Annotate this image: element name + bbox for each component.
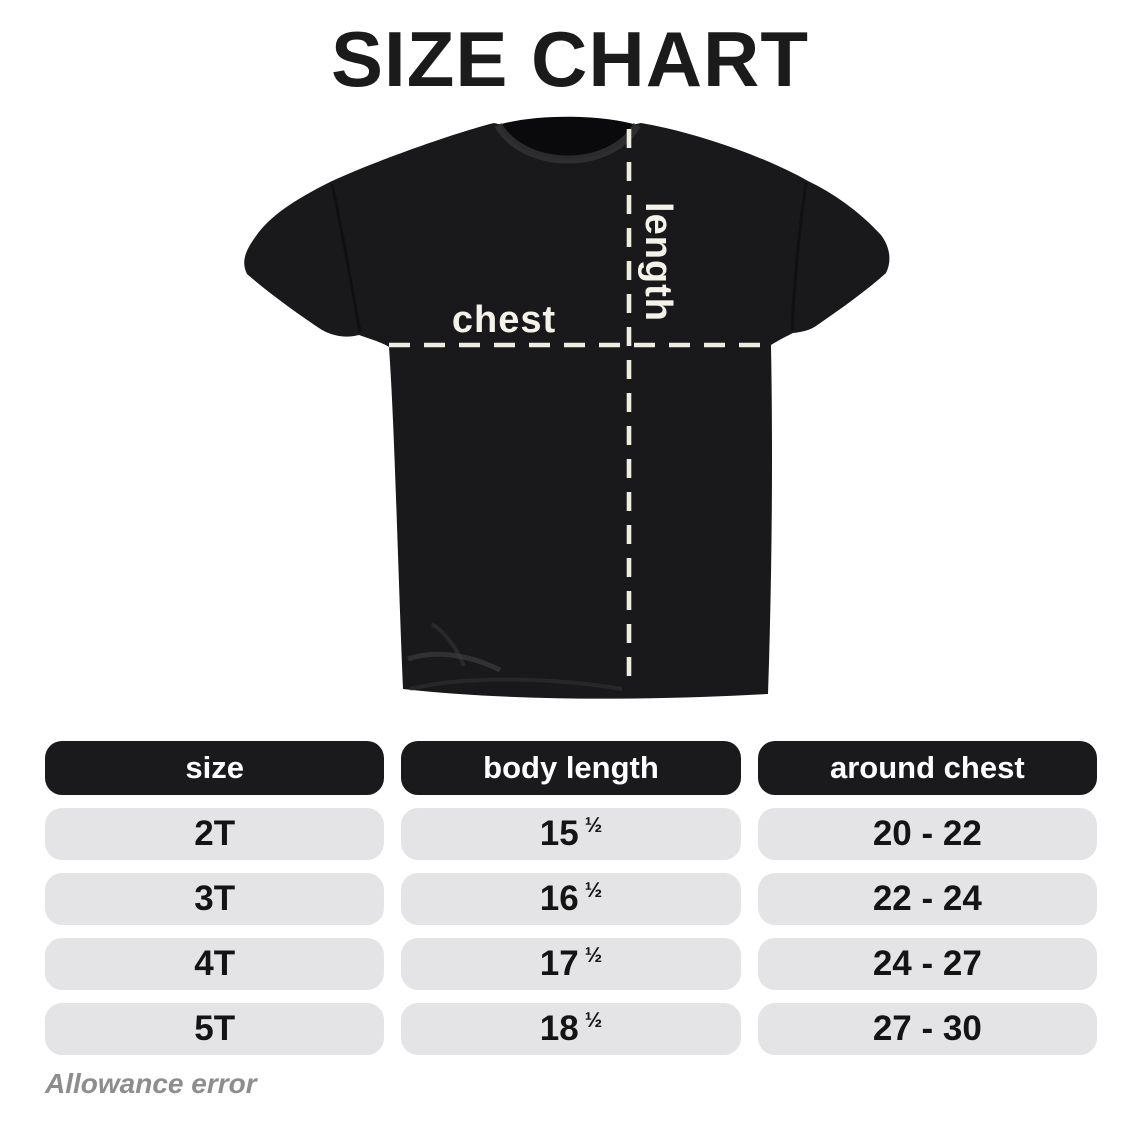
- allowance-error-note: Allowance error: [45, 1068, 257, 1099]
- body-length-value: 18: [539, 1009, 579, 1048]
- table-cell-size: 4T: [45, 938, 385, 990]
- tshirt-body-shape: [244, 123, 890, 699]
- table-cell-around-chest: 24 - 27: [757, 938, 1097, 990]
- size-table: size body length around chest 2T 15 ½ 20 …: [45, 741, 1097, 1055]
- column-header-size: size: [45, 741, 385, 795]
- body-length-value: 15: [539, 814, 579, 853]
- table-cell-size: 3T: [45, 873, 385, 925]
- table-cell-body-length: 18 ½: [401, 1003, 741, 1055]
- tshirt-collar-shape: [498, 116, 637, 160]
- tshirt-wrinkle: [409, 677, 623, 691]
- length-label: length: [637, 202, 679, 322]
- table-cell-size: 5T: [45, 1003, 385, 1055]
- column-header-body-length: body length: [401, 741, 741, 795]
- table-cell-body-length: 17 ½: [401, 938, 741, 990]
- tshirt-diagram-icon: chest length: [244, 116, 890, 699]
- chest-label: chest: [452, 299, 556, 341]
- tshirt-wrinkle: [407, 651, 502, 673]
- body-length-value: 16: [539, 879, 579, 918]
- page-title: SIZE CHART: [331, 15, 809, 103]
- body-length-fraction: ½: [584, 879, 603, 902]
- table-cell-body-length: 16 ½: [401, 873, 741, 925]
- body-length-fraction: ½: [584, 1009, 603, 1032]
- body-length-value: 17: [539, 944, 579, 983]
- table-cell-around-chest: 20 - 22: [757, 808, 1097, 860]
- tshirt-collar-rib: [494, 122, 641, 164]
- table-cell-body-length: 15 ½: [401, 808, 741, 860]
- table-cell-size: 2T: [45, 808, 385, 860]
- tshirt-measurement-figure: chest length: [232, 104, 902, 724]
- tshirt-wrinkle: [430, 622, 466, 667]
- tshirt-left-seam: [330, 183, 362, 333]
- body-length-fraction: ½: [584, 944, 603, 967]
- column-header-around-chest: around chest: [757, 741, 1097, 795]
- table-cell-around-chest: 22 - 24: [757, 873, 1097, 925]
- tshirt-right-seam: [790, 182, 808, 331]
- table-cell-around-chest: 27 - 30: [757, 1003, 1097, 1055]
- body-length-fraction: ½: [584, 814, 603, 837]
